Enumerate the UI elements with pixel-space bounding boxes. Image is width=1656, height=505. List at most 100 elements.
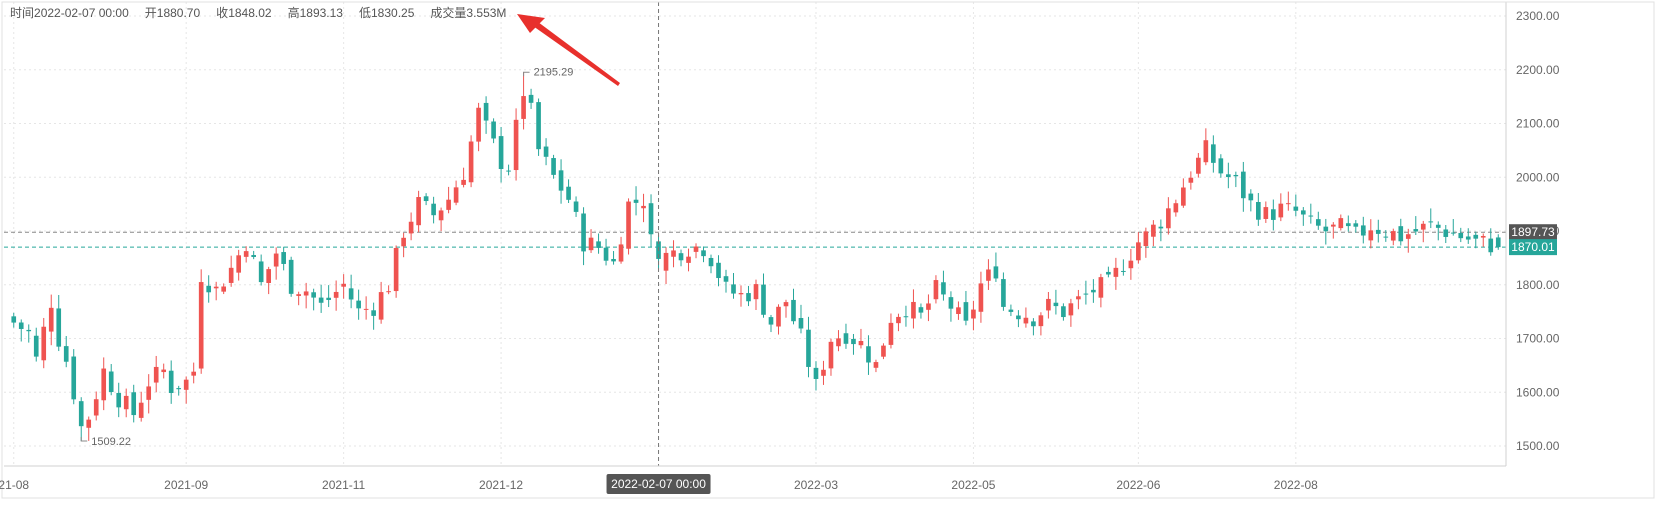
candle[interactable] (978, 271, 984, 323)
candle[interactable] (843, 323, 849, 349)
candle[interactable] (446, 186, 451, 214)
candle[interactable] (948, 291, 954, 322)
candle[interactable] (573, 196, 579, 217)
candle[interactable] (581, 207, 586, 266)
candle[interactable] (513, 108, 519, 181)
candle[interactable] (438, 207, 444, 232)
candle[interactable] (228, 255, 234, 287)
candle[interactable] (288, 256, 294, 297)
candle[interactable] (1188, 171, 1194, 190)
candle[interactable] (213, 281, 219, 301)
candle[interactable] (386, 285, 391, 295)
candle[interactable] (971, 300, 976, 331)
candle[interactable] (813, 361, 819, 391)
candle[interactable] (33, 327, 39, 362)
candle[interactable] (1278, 193, 1284, 222)
candle[interactable] (1031, 318, 1036, 336)
candle[interactable] (1360, 216, 1366, 244)
candle[interactable] (1143, 227, 1149, 258)
candle[interactable] (1098, 273, 1104, 308)
candle[interactable] (558, 159, 564, 204)
candle[interactable] (183, 376, 189, 404)
candle[interactable] (1076, 289, 1081, 310)
candle[interactable] (116, 382, 122, 418)
candle[interactable] (1353, 220, 1359, 233)
candle[interactable] (926, 294, 931, 322)
candle[interactable] (851, 333, 856, 355)
candle[interactable] (536, 98, 541, 156)
candle[interactable] (783, 299, 789, 318)
candle[interactable] (1480, 233, 1486, 247)
candle[interactable] (1405, 228, 1411, 253)
candle[interactable] (11, 312, 17, 328)
candle[interactable] (911, 289, 916, 329)
candle[interactable] (86, 416, 92, 441)
candle[interactable] (866, 335, 871, 375)
candle[interactable] (401, 232, 406, 258)
candle[interactable] (491, 118, 496, 144)
candle[interactable] (828, 338, 834, 376)
candle[interactable] (626, 198, 631, 255)
candle[interactable] (206, 275, 212, 303)
candle[interactable] (1053, 289, 1059, 315)
candle[interactable] (1136, 232, 1141, 264)
candle[interactable] (1271, 199, 1276, 231)
candle[interactable] (378, 281, 384, 324)
candle[interactable] (1121, 259, 1126, 276)
candle[interactable] (1443, 224, 1449, 244)
candle[interactable] (1166, 197, 1171, 235)
candle[interactable] (588, 229, 594, 253)
candle[interactable] (1196, 153, 1201, 178)
candle[interactable] (746, 285, 751, 307)
candle[interactable] (108, 364, 114, 396)
candle[interactable] (528, 88, 534, 109)
candle[interactable] (903, 305, 909, 327)
candle[interactable] (933, 275, 939, 304)
candle[interactable] (708, 254, 714, 274)
candle[interactable] (453, 180, 459, 206)
candle[interactable] (551, 154, 556, 179)
candle[interactable] (483, 96, 489, 134)
candle[interactable] (1383, 230, 1389, 242)
candle[interactable] (543, 138, 549, 166)
candle[interactable] (858, 328, 864, 349)
candle[interactable] (611, 251, 616, 265)
candle[interactable] (1181, 178, 1186, 208)
candle[interactable] (348, 274, 354, 309)
candle[interactable] (1293, 194, 1299, 217)
candle[interactable] (146, 374, 152, 414)
candle[interactable] (41, 317, 47, 369)
candle[interactable] (791, 288, 796, 325)
candle[interactable] (723, 269, 729, 293)
candle[interactable] (1091, 279, 1096, 303)
candle[interactable] (776, 304, 781, 335)
candle[interactable] (761, 273, 766, 318)
candle[interactable] (1233, 171, 1239, 188)
candle[interactable] (468, 135, 474, 188)
candle[interactable] (1083, 280, 1089, 305)
candle[interactable] (506, 164, 511, 176)
candle[interactable] (71, 349, 77, 405)
candle[interactable] (371, 302, 376, 330)
candle[interactable] (596, 233, 601, 254)
candle[interactable] (168, 360, 174, 404)
candle[interactable] (731, 273, 736, 299)
candle[interactable] (123, 388, 129, 418)
candle[interactable] (221, 283, 227, 295)
candle[interactable] (78, 397, 84, 442)
candle[interactable] (281, 246, 286, 271)
candle[interactable] (1315, 211, 1321, 230)
candle[interactable] (881, 343, 886, 360)
candle[interactable] (1458, 227, 1464, 243)
candle[interactable] (693, 243, 699, 259)
candle[interactable] (408, 212, 414, 241)
candle[interactable] (686, 248, 691, 272)
candle[interactable] (648, 194, 654, 248)
candle[interactable] (356, 289, 361, 320)
candle[interactable] (663, 247, 669, 285)
candle[interactable] (26, 324, 32, 343)
candle[interactable] (618, 236, 624, 264)
candle[interactable] (296, 291, 301, 306)
candle[interactable] (18, 319, 24, 342)
